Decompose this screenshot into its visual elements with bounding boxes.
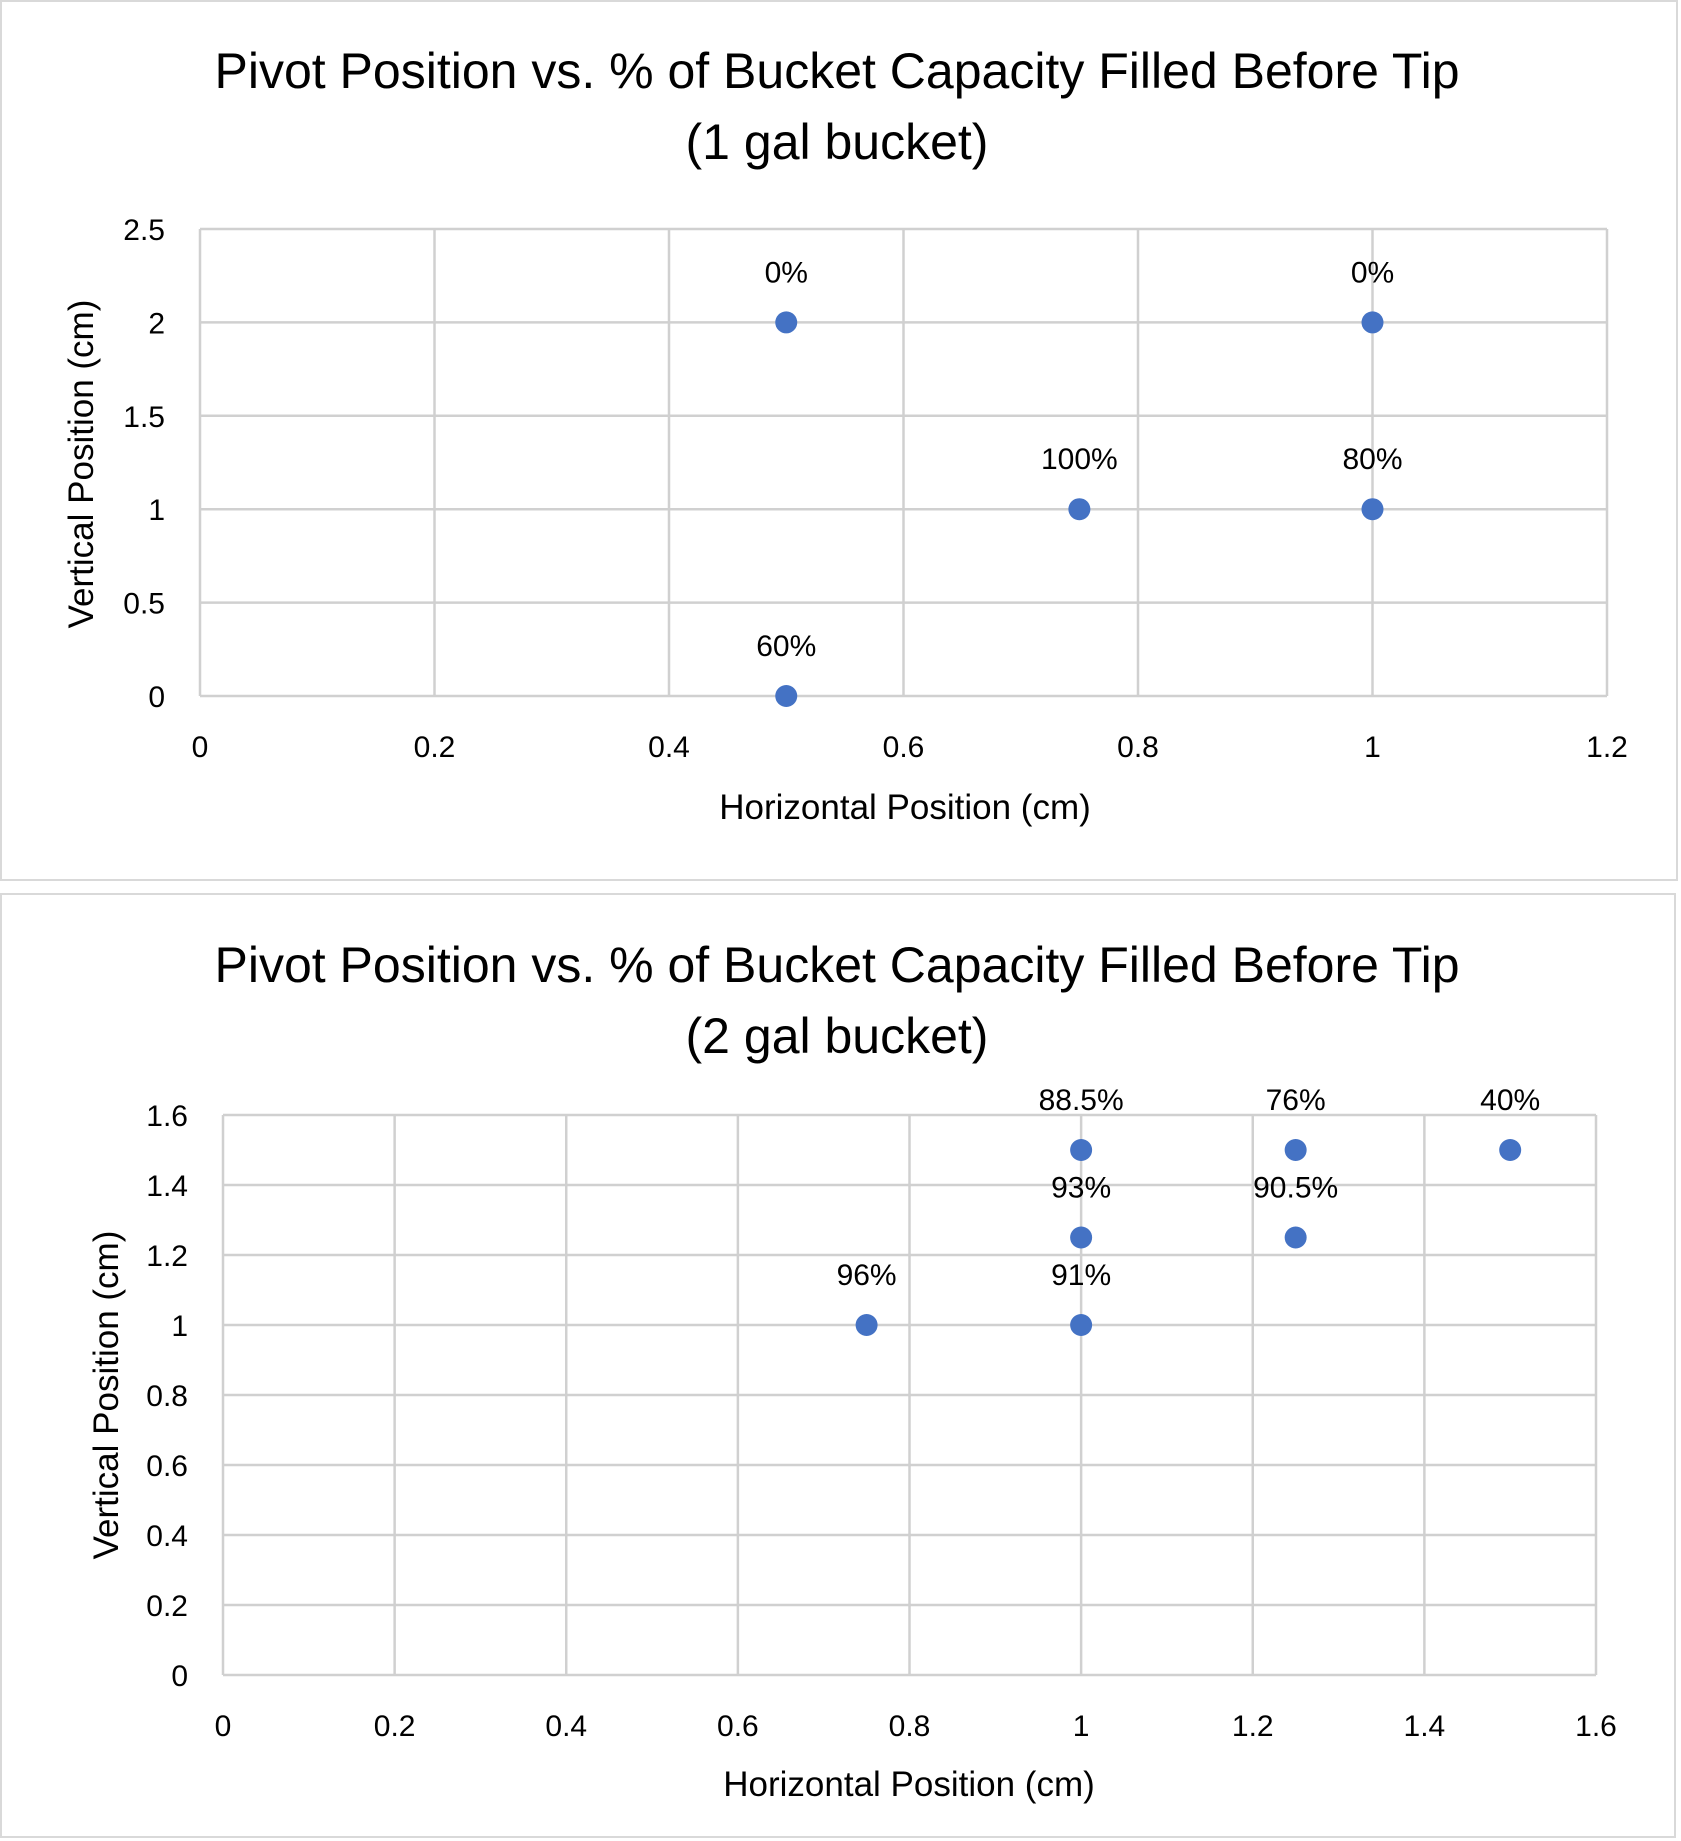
data-point xyxy=(855,1314,878,1336)
chart-title-line-2: (1 gal bucket) xyxy=(686,114,989,170)
data-label: 100% xyxy=(1041,443,1118,476)
y-tick-label: 1 xyxy=(171,1310,188,1343)
data-point xyxy=(1070,1226,1093,1249)
data-point xyxy=(1499,1139,1522,1161)
scatter-chart-1gal: Pivot Position vs. % of Bucket Capacity … xyxy=(62,43,1628,827)
data-label: 90.5% xyxy=(1253,1172,1338,1205)
x-tick-label: 0.6 xyxy=(717,1710,759,1743)
y-tick-label: 0.6 xyxy=(146,1450,188,1483)
x-tick-label: 1.2 xyxy=(1586,731,1628,764)
y-tick-label: 0 xyxy=(171,1660,188,1693)
y-axis-title: Vertical Position (cm) xyxy=(62,300,101,629)
x-tick-label: 0.4 xyxy=(545,1710,587,1743)
x-tick-label: 0.6 xyxy=(883,731,925,764)
chart-title-line-2: (2 gal bucket) xyxy=(686,1008,989,1064)
x-tick-label: 0.8 xyxy=(889,1710,931,1743)
x-axis-title: Horizontal Position (cm) xyxy=(719,788,1091,827)
y-axis-title: Vertical Position (cm) xyxy=(87,1231,126,1560)
y-tick-label: 1 xyxy=(148,494,165,527)
y-tick-label: 0.5 xyxy=(123,588,165,621)
chart-panel-1gal: Pivot Position vs. % of Bucket Capacity … xyxy=(0,0,1678,881)
y-tick-label: 0.8 xyxy=(146,1380,188,1413)
data-label: 80% xyxy=(1342,443,1402,476)
data-label: 0% xyxy=(1351,256,1394,289)
data-label: 60% xyxy=(756,630,816,663)
y-tick-label: 1.6 xyxy=(146,1100,188,1133)
x-tick-label: 1.6 xyxy=(1575,1710,1617,1743)
y-tick-label: 1.5 xyxy=(123,401,165,434)
chart-title-line-1: Pivot Position vs. % of Bucket Capacity … xyxy=(215,43,1460,99)
data-label: 91% xyxy=(1051,1259,1111,1292)
data-point xyxy=(1361,498,1384,521)
data-label: 76% xyxy=(1266,1084,1326,1117)
x-tick-label: 1 xyxy=(1073,1710,1090,1743)
x-tick-label: 0.8 xyxy=(1117,731,1159,764)
data-point xyxy=(1284,1226,1307,1249)
data-point xyxy=(1070,1139,1093,1161)
data-label: 96% xyxy=(837,1259,897,1292)
data-point xyxy=(1361,311,1384,334)
y-tick-label: 2.5 xyxy=(123,214,165,247)
y-tick-label: 1.2 xyxy=(146,1240,188,1273)
data-point xyxy=(1070,1314,1093,1336)
data-label: 88.5% xyxy=(1039,1084,1124,1117)
chart-title-line-1: Pivot Position vs. % of Bucket Capacity … xyxy=(215,937,1460,993)
x-tick-label: 1.4 xyxy=(1404,1710,1446,1743)
x-axis-title: Horizontal Position (cm) xyxy=(723,1765,1095,1804)
data-label: 93% xyxy=(1051,1172,1111,1205)
data-point xyxy=(775,685,798,707)
y-tick-label: 0.4 xyxy=(146,1520,188,1553)
x-tick-label: 0 xyxy=(215,1710,232,1743)
chart-panel-2gal: Pivot Position vs. % of Bucket Capacity … xyxy=(0,893,1676,1838)
x-tick-label: 0 xyxy=(192,731,209,764)
plot-area: 0 0.2 0.4 0.6 0.8 1 1.2 0 0.5 1 1.5 2 2.5 0% 0% 100% 80%… xyxy=(123,214,1628,764)
y-tick-label: 2 xyxy=(148,307,165,340)
y-tick-label: 0 xyxy=(148,681,165,714)
y-tick-label: 0.2 xyxy=(146,1590,188,1623)
scatter-chart-2gal: Pivot Position vs. % of Bucket Capacity … xyxy=(87,937,1617,1804)
data-label: 0% xyxy=(765,256,808,289)
x-tick-label: 0.2 xyxy=(374,1710,416,1743)
x-tick-label: 0.4 xyxy=(648,731,690,764)
x-tick-label: 1 xyxy=(1364,731,1381,764)
x-tick-label: 1.2 xyxy=(1232,1710,1274,1743)
plot-area: 0 0.2 0.4 0.6 0.8 1 1.2 1.4 1.6 0 0.2 0.4 0.6 0.8 1 1.2… xyxy=(146,1084,1617,1743)
data-point xyxy=(1068,498,1091,521)
y-tick-label: 1.4 xyxy=(146,1170,188,1203)
x-tick-label: 0.2 xyxy=(414,731,456,764)
data-label: 40% xyxy=(1480,1084,1540,1117)
data-point xyxy=(1284,1139,1307,1161)
data-point xyxy=(775,311,798,334)
